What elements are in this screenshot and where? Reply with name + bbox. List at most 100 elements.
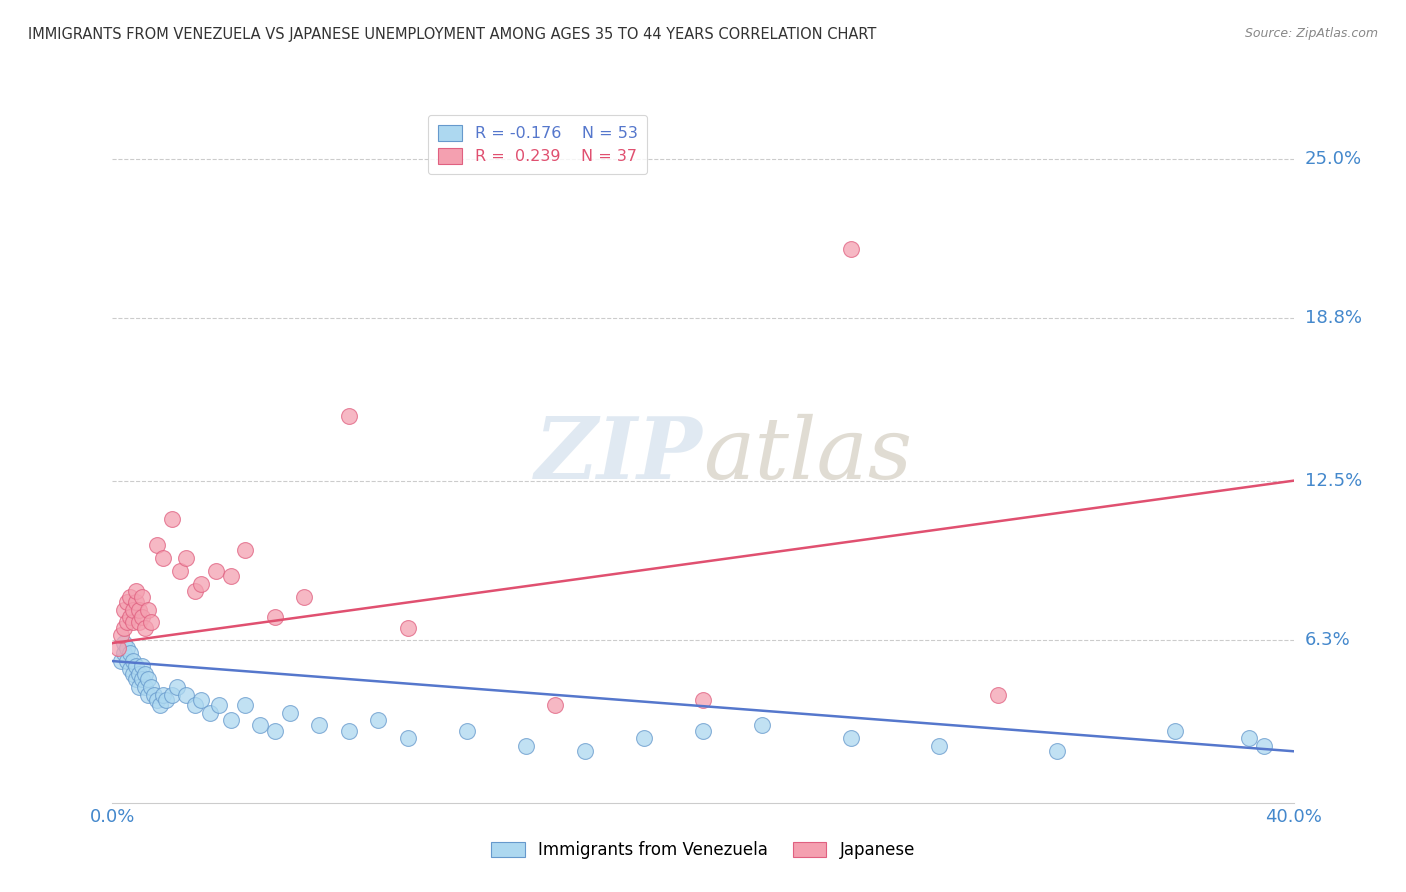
Point bbox=[110, 654, 132, 668]
Text: ZIP: ZIP bbox=[536, 413, 703, 497]
Text: 12.5%: 12.5% bbox=[1305, 472, 1362, 490]
Point bbox=[456, 723, 478, 738]
Point bbox=[190, 692, 212, 706]
Point bbox=[1253, 739, 1275, 753]
Text: 25.0%: 25.0% bbox=[1305, 150, 1362, 168]
Point bbox=[125, 672, 148, 686]
Point bbox=[120, 646, 142, 660]
Point bbox=[839, 242, 862, 256]
Point bbox=[120, 590, 142, 604]
Point bbox=[264, 610, 287, 624]
Point bbox=[198, 706, 221, 720]
Point bbox=[122, 654, 145, 668]
Point bbox=[117, 615, 138, 630]
Point bbox=[134, 621, 156, 635]
Point bbox=[1046, 744, 1069, 758]
Point bbox=[152, 688, 174, 702]
Point bbox=[112, 621, 135, 635]
Legend: Immigrants from Venezuela, Japanese: Immigrants from Venezuela, Japanese bbox=[485, 835, 921, 866]
Point bbox=[169, 564, 191, 578]
Point bbox=[249, 718, 271, 732]
Point bbox=[139, 615, 162, 630]
Text: atlas: atlas bbox=[703, 414, 912, 496]
Point bbox=[839, 731, 862, 746]
Text: IMMIGRANTS FROM VENEZUELA VS JAPANESE UNEMPLOYMENT AMONG AGES 35 TO 44 YEARS COR: IMMIGRANTS FROM VENEZUELA VS JAPANESE UN… bbox=[28, 27, 876, 42]
Point bbox=[128, 680, 150, 694]
Point bbox=[337, 409, 360, 424]
Point bbox=[112, 646, 135, 660]
Point bbox=[149, 698, 172, 712]
Point bbox=[574, 744, 596, 758]
Point bbox=[233, 543, 256, 558]
Point bbox=[308, 718, 330, 732]
Point bbox=[122, 667, 145, 681]
Point bbox=[233, 698, 256, 712]
Point bbox=[128, 667, 150, 681]
Point bbox=[125, 659, 148, 673]
Text: 18.8%: 18.8% bbox=[1305, 310, 1361, 327]
Point bbox=[110, 628, 132, 642]
Point bbox=[125, 584, 148, 599]
Point bbox=[146, 538, 169, 552]
Point bbox=[117, 641, 138, 656]
Point bbox=[219, 569, 242, 583]
Point bbox=[117, 595, 138, 609]
Point bbox=[208, 698, 231, 712]
Point bbox=[166, 680, 188, 694]
Text: 6.3%: 6.3% bbox=[1305, 632, 1350, 649]
Point bbox=[184, 584, 207, 599]
Point bbox=[122, 602, 145, 616]
Text: Source: ZipAtlas.com: Source: ZipAtlas.com bbox=[1244, 27, 1378, 40]
Point bbox=[396, 621, 419, 635]
Point bbox=[128, 602, 150, 616]
Point bbox=[515, 739, 537, 753]
Point bbox=[692, 692, 714, 706]
Point bbox=[987, 688, 1010, 702]
Point bbox=[160, 688, 183, 702]
Point bbox=[367, 714, 389, 728]
Point bbox=[751, 718, 773, 732]
Point bbox=[131, 672, 153, 686]
Point bbox=[142, 688, 165, 702]
Point bbox=[146, 692, 169, 706]
Point bbox=[928, 739, 950, 753]
Point bbox=[337, 723, 360, 738]
Point bbox=[120, 610, 142, 624]
Point bbox=[139, 680, 162, 694]
Point bbox=[134, 680, 156, 694]
Point bbox=[152, 551, 174, 566]
Point bbox=[264, 723, 287, 738]
Point bbox=[136, 672, 159, 686]
Point bbox=[174, 688, 197, 702]
Point bbox=[633, 731, 655, 746]
Point bbox=[112, 636, 135, 650]
Point bbox=[120, 662, 142, 676]
Point bbox=[205, 564, 228, 578]
Point bbox=[190, 576, 212, 591]
Point bbox=[131, 610, 153, 624]
Point bbox=[1164, 723, 1187, 738]
Point bbox=[131, 590, 153, 604]
Point bbox=[278, 706, 301, 720]
Legend: R = -0.176    N = 53, R =  0.239    N = 37: R = -0.176 N = 53, R = 0.239 N = 37 bbox=[429, 115, 647, 174]
Point bbox=[128, 615, 150, 630]
Point bbox=[292, 590, 315, 604]
Point bbox=[174, 551, 197, 566]
Point bbox=[692, 723, 714, 738]
Point bbox=[219, 714, 242, 728]
Point bbox=[396, 731, 419, 746]
Point bbox=[122, 615, 145, 630]
Point bbox=[136, 602, 159, 616]
Point bbox=[160, 512, 183, 526]
Point bbox=[134, 667, 156, 681]
Point bbox=[131, 659, 153, 673]
Point bbox=[125, 595, 148, 609]
Point bbox=[544, 698, 567, 712]
Point bbox=[112, 602, 135, 616]
Point bbox=[117, 654, 138, 668]
Point bbox=[1239, 731, 1261, 746]
Point bbox=[107, 641, 129, 656]
Point bbox=[136, 688, 159, 702]
Point bbox=[155, 692, 177, 706]
Point bbox=[184, 698, 207, 712]
